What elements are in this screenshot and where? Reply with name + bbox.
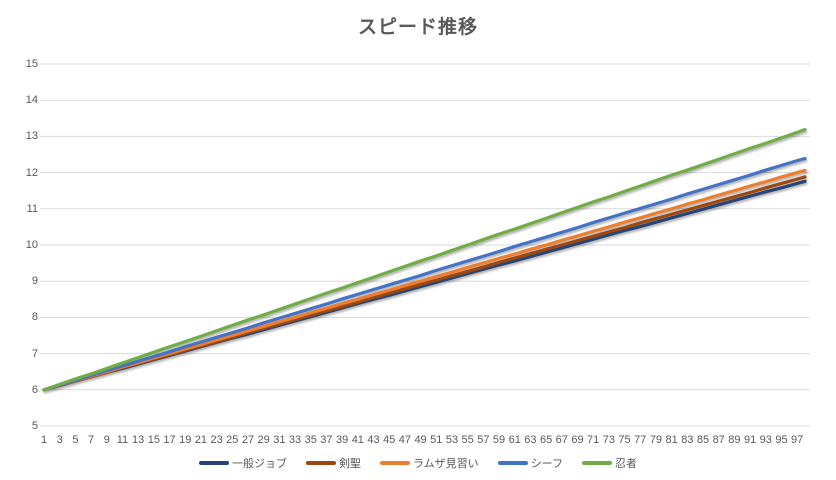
x-tick-label: 63 (524, 434, 537, 446)
legend-swatch (305, 461, 336, 465)
legend-label: シーフ (530, 458, 563, 470)
series-line-シーフ (42, 156, 807, 392)
x-tick-label: 39 (335, 434, 349, 446)
x-tick-label: 1 (40, 434, 48, 446)
x-tick-label: 73 (602, 434, 615, 446)
x-tick-label: 69 (571, 434, 584, 446)
x-tick-label: 35 (304, 434, 317, 446)
x-tick-label: 53 (445, 434, 459, 446)
x-tick-label: 43 (367, 434, 380, 446)
x-tick-label: 87 (712, 434, 725, 446)
x-tick-label: 83 (681, 434, 694, 446)
x-tick-label: 95 (775, 434, 788, 446)
x-tick-label: 59 (492, 434, 506, 446)
x-tick-label: 61 (508, 434, 521, 446)
x-tick-label: 9 (103, 434, 110, 446)
x-tick-label: 7 (88, 434, 95, 446)
x-tick-label: 31 (273, 434, 286, 446)
x-tick-label: 11 (116, 434, 129, 446)
x-tick-label: 51 (430, 434, 443, 446)
y-tick-label: 10 (25, 239, 38, 251)
y-tick-label: 7 (31, 347, 38, 360)
x-tick-label: 65 (539, 434, 553, 446)
gridlines (40, 63, 810, 427)
x-tick-label: 97 (791, 434, 804, 446)
y-tick-label: 13 (25, 130, 38, 143)
x-tick-label: 5 (72, 434, 79, 446)
y-tick-label: 11 (26, 202, 38, 215)
x-tick-label: 21 (194, 434, 208, 446)
x-tick-label: 45 (383, 434, 396, 446)
y-tick-label: 8 (31, 311, 38, 324)
legend: 一般ジョブ 剣聖 ラムザ見習い シーフ 忍者 (0, 455, 836, 471)
legend-swatch (497, 461, 528, 465)
legend-swatch (198, 461, 229, 465)
y-tick-label: 14 (25, 94, 38, 107)
x-tick-label: 75 (618, 434, 631, 446)
x-tick-label: 85 (696, 434, 710, 446)
x-tick-label: 71 (587, 434, 600, 446)
series-line-ラムザ見習い (42, 168, 807, 392)
x-tick-label: 17 (163, 434, 176, 446)
x-tick-label: 29 (257, 434, 270, 446)
legend-swatch (582, 461, 612, 465)
y-tick-label: 6 (31, 383, 38, 396)
series-line-忍者 (42, 127, 807, 392)
x-tick-label: 81 (665, 434, 678, 446)
x-tick-label: 47 (398, 434, 411, 446)
legend-label: 一般ジョブ (231, 458, 287, 470)
series-lines (42, 127, 807, 392)
x-tick-label: 19 (179, 434, 192, 446)
x-tick-label: 93 (759, 434, 772, 446)
legend-label: ラムザ見習い (412, 458, 479, 470)
legend-item: 忍者 (582, 455, 637, 471)
chart-title: スピード推移 (357, 17, 478, 38)
x-tick-label: 57 (477, 434, 490, 446)
legend-item: 一般ジョブ (198, 455, 287, 471)
x-tick-label: 3 (56, 434, 63, 446)
y-tick-label: 15 (25, 58, 38, 70)
legend-item: ラムザ見習い (379, 455, 479, 471)
x-tick-label: 55 (461, 434, 474, 446)
x-tick-label: 15 (147, 434, 160, 446)
x-tick-label: 25 (226, 434, 239, 446)
x-tick-label: 41 (351, 434, 364, 446)
legend-label: 剣聖 (338, 458, 361, 470)
legend-label: 忍者 (615, 458, 637, 470)
legend-item: 剣聖 (305, 455, 361, 471)
y-tick-label: 12 (25, 166, 38, 179)
x-tick-label: 89 (728, 434, 741, 446)
y-tick-label: 5 (31, 420, 38, 432)
x-tick-label: 77 (634, 434, 647, 446)
x-tick-label: 27 (241, 434, 255, 446)
x-tick-label: 67 (555, 434, 568, 446)
legend-swatch (379, 461, 410, 465)
x-tick-label: 91 (743, 434, 757, 446)
x-tick-label: 33 (288, 434, 302, 446)
x-tick-label: 37 (320, 434, 333, 446)
legend-item: シーフ (497, 455, 563, 471)
x-tick-label: 79 (649, 434, 663, 446)
x-tick-label: 13 (132, 434, 145, 446)
x-tick-label: 49 (414, 434, 427, 446)
x-tick-label: 23 (210, 434, 223, 446)
y-tick-label: 9 (31, 275, 38, 288)
